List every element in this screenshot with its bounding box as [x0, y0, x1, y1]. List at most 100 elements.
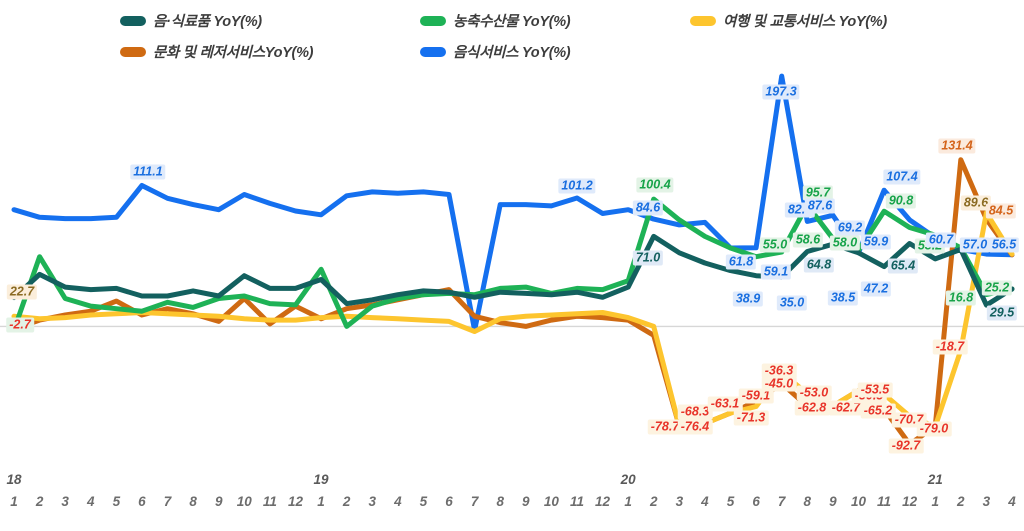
legend-item-0[interactable]: 음·식료품 YoY(%) [120, 10, 262, 31]
chart-legend: 음·식료품 YoY(%) 농축수산물 YoY(%) 여행 및 교통서비스 YoY(%… [0, 10, 1024, 72]
x-tick-month: 5 [112, 494, 121, 509]
legend-label: 음·식료품 YoY(%) [153, 14, 262, 30]
data-label: 65.4 [887, 258, 919, 274]
data-label: -18.7 [932, 339, 968, 355]
data-label: 25.2 [981, 280, 1013, 296]
x-tick-month: 1 [317, 494, 325, 509]
x-tick-month: 3 [675, 494, 684, 509]
legend-label: 여행 및 교통서비스 YoY(%) [723, 14, 887, 30]
x-tick-month: 1 [931, 494, 939, 509]
x-tick-month: 5 [419, 494, 428, 509]
legend-swatch-icon [120, 46, 146, 57]
x-tick-month: 4 [701, 494, 709, 509]
x-tick-month: 12 [287, 494, 303, 509]
x-tick-month: 4 [87, 494, 95, 509]
data-label: 84.6 [632, 200, 664, 216]
data-label: 64.8 [803, 257, 835, 273]
x-tick-month: 2 [35, 494, 44, 509]
x-tick-month: 11 [262, 494, 277, 509]
data-label: 55.0 [759, 237, 791, 253]
data-label: 59.9 [860, 234, 892, 250]
x-axis: 1 2 3 4 5 6 7 8 9 10 11 12 1 2 3 4 5 6 7 8 9 10 11 12 1 2 3 4 5 6 7 8 9 1… [0, 470, 1024, 530]
x-tick-month: 4 [1008, 494, 1016, 509]
data-label: 61.8 [725, 254, 757, 270]
x-tick-month: 10 [236, 494, 252, 509]
legend-swatch-icon [420, 46, 446, 57]
x-tick-month: 2 [342, 494, 351, 509]
x-tick-month: 7 [163, 494, 172, 509]
data-label: 35.0 [776, 295, 808, 311]
x-tick-month: 3 [982, 494, 991, 509]
data-label: -79.0 [916, 421, 952, 437]
x-tick-year: 20 [620, 472, 636, 487]
x-tick-month: 9 [829, 494, 837, 509]
legend-label: 음식서비스 YoY(%) [453, 45, 571, 61]
data-label: -68.3 [677, 404, 713, 420]
data-label: 69.2 [834, 220, 866, 236]
data-label: 111.1 [130, 164, 166, 180]
series-line-yellow [11, 210, 1015, 430]
x-tick-year: 18 [6, 472, 22, 487]
data-label: -71.3 [733, 410, 769, 426]
data-label: 60.7 [925, 232, 957, 248]
x-tick-month: 8 [189, 494, 197, 509]
data-label: 58.6 [792, 232, 824, 248]
x-tick-month: 6 [445, 494, 453, 509]
data-label: -92.7 [888, 438, 924, 454]
legend-item-3[interactable]: 문화 및 레저서비스YoY(%) [120, 41, 314, 62]
data-label: -53.0 [796, 385, 832, 401]
data-label: 57.0 [959, 237, 991, 253]
data-label: 131.4 [938, 138, 976, 154]
x-tick-month: 6 [138, 494, 146, 509]
data-label: 89.6 [960, 195, 992, 211]
legend-swatch-icon [690, 15, 716, 26]
x-tick-month: 4 [394, 494, 402, 509]
data-label: 47.2 [860, 281, 892, 297]
data-label: -65.2 [860, 403, 896, 419]
data-label: -53.5 [857, 382, 893, 398]
x-tick-month: 1 [10, 494, 18, 509]
data-label: 87.6 [804, 198, 836, 214]
data-label: 71.0 [632, 250, 664, 266]
x-tick-month: 1 [624, 494, 632, 509]
data-label: -45.0 [761, 376, 797, 392]
data-label: -78.7 [647, 419, 683, 435]
data-label: 38.9 [732, 291, 764, 307]
data-label: -59.1 [738, 388, 774, 404]
x-tick-month: 11 [877, 494, 892, 509]
x-tick-month: 8 [496, 494, 504, 509]
data-label: 29.5 [986, 305, 1018, 321]
data-label: 58.0 [829, 235, 861, 251]
x-tick-month: 2 [957, 494, 965, 509]
x-tick-month: 11 [569, 494, 584, 509]
data-label: 59.1 [760, 264, 792, 280]
x-tick-month: 8 [803, 494, 812, 509]
data-label: -36.3 [761, 363, 797, 379]
x-tick-month: 5 [726, 494, 735, 509]
data-label: 56.5 [988, 237, 1020, 253]
data-label: -76.4 [677, 419, 713, 435]
legend-swatch-icon [120, 15, 146, 26]
x-tick-month: 2 [649, 494, 658, 509]
x-tick-month: 9 [522, 494, 530, 509]
legend-label: 농축수산물 YoY(%) [453, 14, 571, 30]
data-label: -2.7 [6, 317, 34, 333]
x-tick-month: 3 [368, 494, 377, 509]
legend-item-4[interactable]: 음식서비스 YoY(%) [420, 41, 571, 62]
x-tick-month: 12 [595, 494, 611, 509]
data-label: 100.4 [636, 177, 674, 193]
legend-label: 문화 및 레저서비스YoY(%) [153, 45, 314, 61]
data-label: 38.5 [827, 290, 859, 306]
x-tick-month: 6 [752, 494, 760, 509]
data-label: 22.7 [6, 284, 38, 300]
data-label: -63.1 [707, 396, 743, 412]
x-tick-month: 10 [543, 494, 559, 509]
x-tick-month: 9 [214, 494, 223, 509]
legend-item-2[interactable]: 여행 및 교통서비스 YoY(%) [690, 10, 887, 31]
x-tick-month: 3 [61, 494, 69, 509]
legend-item-1[interactable]: 농축수산물 YoY(%) [420, 10, 571, 31]
data-label: 95.7 [802, 185, 834, 201]
